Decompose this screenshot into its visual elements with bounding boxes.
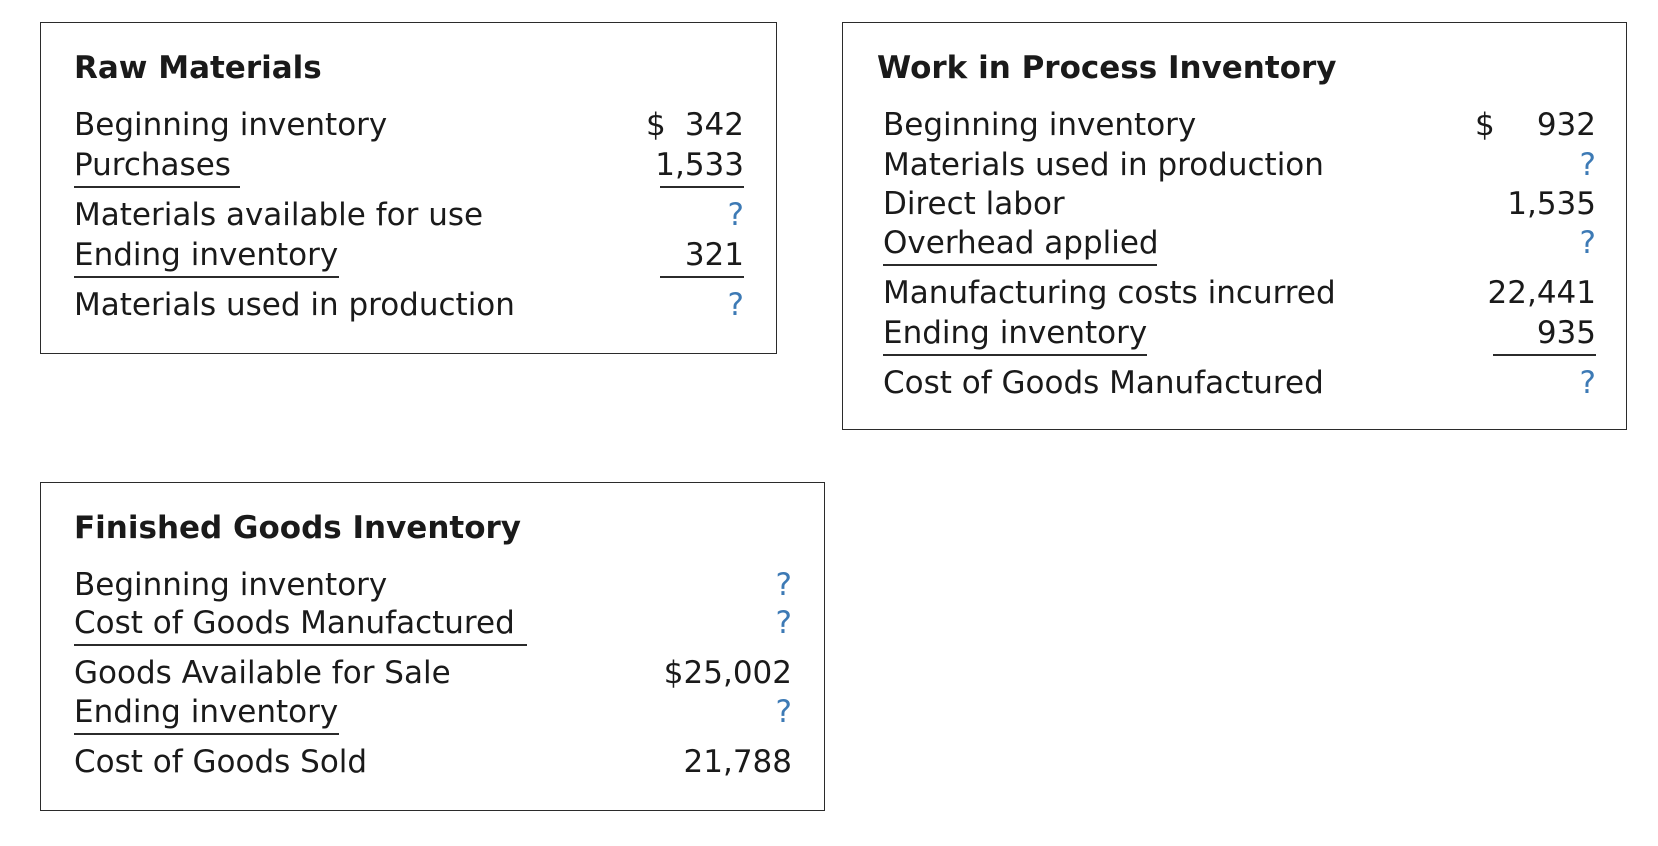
row-label: Ending inventory [74, 694, 339, 730]
row-label: Cost of Goods Sold [74, 744, 368, 780]
raw-purchases-row: Purchases 1,533 [74, 145, 744, 188]
raw-materials-available-row: Materials available for use ? [74, 195, 744, 235]
wip-cost-of-goods-manufactured-row: Cost of Goods Manufactured ? [883, 363, 1596, 403]
label-underline [74, 186, 240, 188]
unknown-value: ? [775, 567, 792, 603]
work-in-process-title: Work in Process Inventory [877, 50, 1337, 86]
row-label: Manufacturing costs incurred [883, 275, 1336, 311]
row-label: Ending inventory [883, 315, 1148, 351]
row-value: 342 [684, 107, 744, 143]
row-value: 21,788 [683, 744, 792, 780]
wip-direct-labor-row: Direct labor 1,535 [883, 184, 1596, 224]
row-value: 321 [684, 237, 744, 273]
label-underline [883, 354, 1147, 356]
raw-beginning-inventory-row: Beginning inventory $ 342 [74, 105, 744, 145]
value-underline [660, 276, 744, 278]
row-label: Beginning inventory [883, 107, 1197, 143]
row-label: Cost of Goods Manufactured [74, 605, 515, 641]
row-label: Goods Available for Sale [74, 655, 451, 691]
row-label: Beginning inventory [74, 107, 388, 143]
unknown-value: ? [1579, 365, 1596, 401]
label-underline [883, 264, 1157, 266]
row-value: 22,441 [1487, 275, 1596, 311]
wip-manufacturing-costs-row: Manufacturing costs incurred 22,441 [883, 273, 1596, 313]
fg-cost-of-goods-manufactured-row: Cost of Goods Manufactured ? [74, 603, 792, 646]
row-value: 1,533 [655, 147, 744, 183]
row-label: Ending inventory [74, 237, 339, 273]
row-label: Direct labor [883, 186, 1065, 222]
row-label: Materials used in production [74, 287, 515, 323]
row-label: Materials available for use [74, 197, 484, 233]
unknown-value: ? [775, 605, 792, 641]
wip-beginning-inventory-row: Beginning inventory $ 932 [883, 105, 1596, 145]
wip-materials-used-row: Materials used in production ? [883, 145, 1596, 185]
row-value: 935 [1536, 315, 1596, 351]
raw-materials-panel: Raw Materials Beginning inventory $ 342 … [40, 22, 777, 354]
unknown-value: ? [775, 694, 792, 730]
row-label: Overhead applied [883, 225, 1159, 261]
finished-goods-title: Finished Goods Inventory [74, 510, 522, 546]
label-underline [74, 733, 339, 735]
label-underline [74, 644, 527, 646]
row-label: Purchases [74, 147, 231, 183]
fg-cost-of-goods-sold-row: Cost of Goods Sold 21,788 [74, 742, 792, 782]
raw-materials-title: Raw Materials [74, 50, 322, 86]
wip-ending-inventory-row: Ending inventory 935 [883, 313, 1596, 356]
unknown-value: ? [1579, 225, 1596, 261]
currency-symbol: $ [1475, 107, 1495, 143]
row-label: Beginning inventory [74, 567, 388, 603]
row-value: 932 [1536, 107, 1596, 143]
label-underline [74, 276, 339, 278]
row-label: Cost of Goods Manufactured [883, 365, 1324, 401]
wip-overhead-applied-row: Overhead applied ? [883, 223, 1596, 266]
unknown-value: ? [1579, 147, 1596, 183]
work-in-process-panel: Work in Process Inventory Beginning inve… [842, 22, 1627, 430]
unknown-value: ? [727, 287, 744, 323]
row-label: Materials used in production [883, 147, 1324, 183]
currency-symbol: $ [646, 107, 666, 143]
fg-ending-inventory-row: Ending inventory ? [74, 692, 792, 735]
raw-ending-inventory-row: Ending inventory 321 [74, 235, 744, 278]
finished-goods-panel: Finished Goods Inventory Beginning inven… [40, 482, 825, 811]
value-underline [1493, 354, 1596, 356]
row-value: $25,002 [663, 655, 792, 691]
fg-beginning-inventory-row: Beginning inventory ? [74, 565, 792, 605]
fg-goods-available-row: Goods Available for Sale $25,002 [74, 653, 792, 693]
row-value: 1,535 [1507, 186, 1596, 222]
unknown-value: ? [727, 197, 744, 233]
raw-materials-used-row: Materials used in production ? [74, 285, 744, 325]
value-underline [660, 186, 744, 188]
